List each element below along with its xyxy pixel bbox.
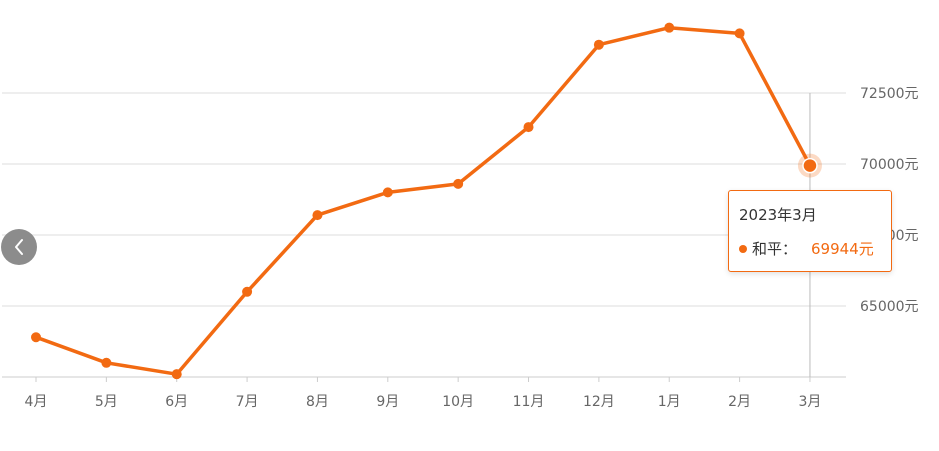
x-tick-label: 8月 — [306, 394, 329, 410]
y-tick-label: 65000元 — [860, 299, 919, 315]
previous-nav-button[interactable] — [1, 229, 37, 265]
data-point — [593, 39, 604, 50]
data-point — [453, 178, 464, 189]
x-tick-label: 5月 — [95, 394, 118, 410]
series-line-path — [34, 25, 812, 376]
x-tick-label: 2月 — [728, 394, 751, 410]
chevron-left-icon — [15, 239, 23, 255]
data-point — [242, 286, 253, 297]
series-points — [31, 22, 822, 380]
data-point — [382, 187, 393, 198]
data-point — [734, 28, 745, 39]
x-tick-label: 7月 — [236, 394, 259, 410]
x-tick-label: 4月 — [25, 394, 48, 410]
x-tick-label: 9月 — [376, 394, 399, 410]
tooltip-row: 和平： 69944元 — [739, 238, 874, 258]
tooltip-title: 2023年3月 — [739, 206, 817, 224]
grid-lines — [2, 92, 846, 307]
x-tick-label: 11月 — [513, 394, 545, 410]
data-point-highlight — [802, 157, 818, 174]
data-point — [312, 210, 323, 221]
data-point — [31, 332, 41, 343]
series-line — [34, 25, 812, 376]
data-point — [171, 369, 182, 380]
x-tick-label: 10月 — [442, 394, 474, 410]
tooltip-series-name: 和平： — [752, 240, 798, 258]
x-tick-label: 12月 — [583, 394, 615, 410]
y-tick-label: 70000元 — [860, 157, 919, 173]
data-point — [101, 357, 112, 368]
series-marker-icon — [739, 244, 747, 253]
y-tick-label: 72500元 — [860, 86, 919, 102]
x-tick-label: 1月 — [658, 394, 681, 410]
data-tooltip: 2023年3月 和平： 69944元 — [728, 190, 892, 272]
x-tick-label: 3月 — [798, 394, 821, 410]
data-point — [664, 22, 675, 33]
tooltip-value: 69944元 — [811, 240, 874, 258]
x-tick-label: 6月 — [165, 394, 188, 410]
data-point — [523, 122, 534, 133]
axes — [2, 93, 846, 382]
